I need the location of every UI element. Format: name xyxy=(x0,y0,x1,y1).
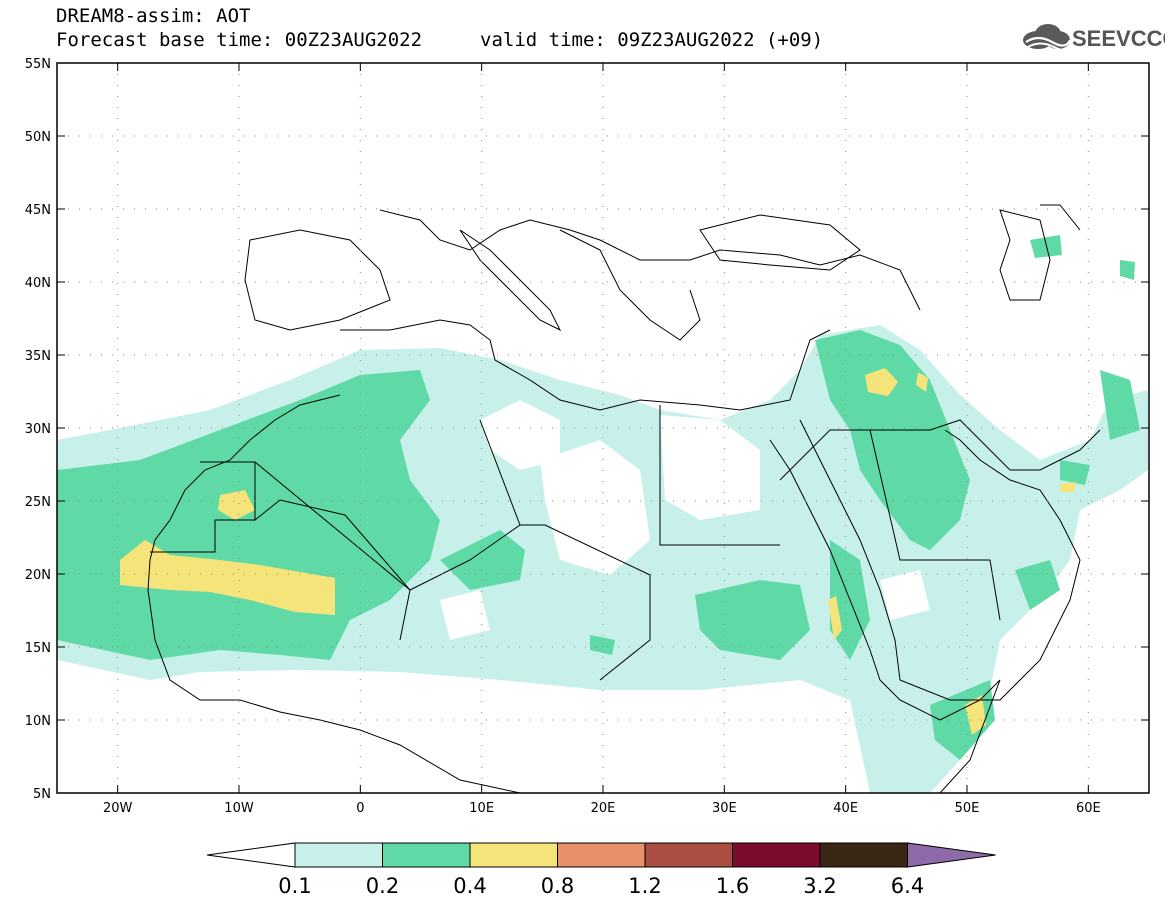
colorbar-label: 0.4 xyxy=(453,874,486,898)
lat-tick-label: 25N xyxy=(25,495,51,510)
valid-time: valid time: 09Z23AUG2022 (+09) xyxy=(480,29,824,51)
lon-axis: 20W 10W 0 10E 20E 30E 40E 50E 60E xyxy=(103,63,1101,816)
colorbar-segment xyxy=(819,842,908,868)
colorbar-segment xyxy=(557,842,646,868)
lat-tick-label: 10N xyxy=(25,714,51,729)
lon-tick-label: 40E xyxy=(833,801,858,816)
lon-tick-label: 30E xyxy=(712,801,737,816)
lat-tick-label: 55N xyxy=(25,57,51,72)
aot-band-mid-arabia xyxy=(815,330,970,550)
lon-tick-label: 20W xyxy=(103,801,133,816)
lat-tick-label: 20N xyxy=(25,568,51,583)
colorbar-label: 1.6 xyxy=(716,874,749,898)
colorbar-segment xyxy=(469,842,558,868)
lon-tick-label: 20E xyxy=(591,801,616,816)
colorbar-low-extension xyxy=(206,842,296,868)
lat-tick-label: 30N xyxy=(25,422,51,437)
colorbar-segment xyxy=(732,842,821,868)
lon-tick-label: 10W xyxy=(224,801,254,816)
colorbar-label: 0.2 xyxy=(366,874,399,898)
product-title: DREAM8-assim: AOT xyxy=(56,5,251,27)
lat-tick-label: 45N xyxy=(25,203,51,218)
aot-band-high xyxy=(120,540,335,615)
lat-tick-label: 5N xyxy=(33,787,51,802)
forecast-base-time: Forecast base time: 00Z23AUG2022 xyxy=(56,29,423,51)
colorbar-label: 6.4 xyxy=(891,874,924,898)
grid-lines xyxy=(57,63,1149,793)
cloud-icon xyxy=(1023,24,1072,51)
colorbar-segment xyxy=(294,842,383,868)
colorbar-label: 0.1 xyxy=(278,874,311,898)
coastlines xyxy=(147,204,1101,793)
colorbar-label: 3.2 xyxy=(803,874,836,898)
logo-text: SEEVCCC xyxy=(1072,26,1165,51)
colorbar-label: 0.8 xyxy=(541,874,574,898)
lat-tick-label: 50N xyxy=(25,130,51,145)
colorbar-label: 1.2 xyxy=(628,874,661,898)
lon-tick-label: 0 xyxy=(356,801,364,816)
lat-tick-label: 40N xyxy=(25,276,51,291)
lon-tick-label: 50E xyxy=(955,801,980,816)
lon-tick-label: 60E xyxy=(1076,801,1101,816)
lat-tick-label: 15N xyxy=(25,641,51,656)
colorbar-segment xyxy=(644,842,733,868)
lat-axis: 55N 50N 45N 40N 35N 30N 25N 20N 15N 10N 5N xyxy=(25,57,1149,802)
lon-tick-label: 10E xyxy=(469,801,494,816)
colorbar-high-extension xyxy=(907,842,996,868)
lat-tick-label: 35N xyxy=(25,349,51,364)
colorbar-segment xyxy=(382,842,471,868)
colorbar: 0.1 0.2 0.4 0.8 1.2 1.6 3.2 6.4 xyxy=(206,842,996,898)
